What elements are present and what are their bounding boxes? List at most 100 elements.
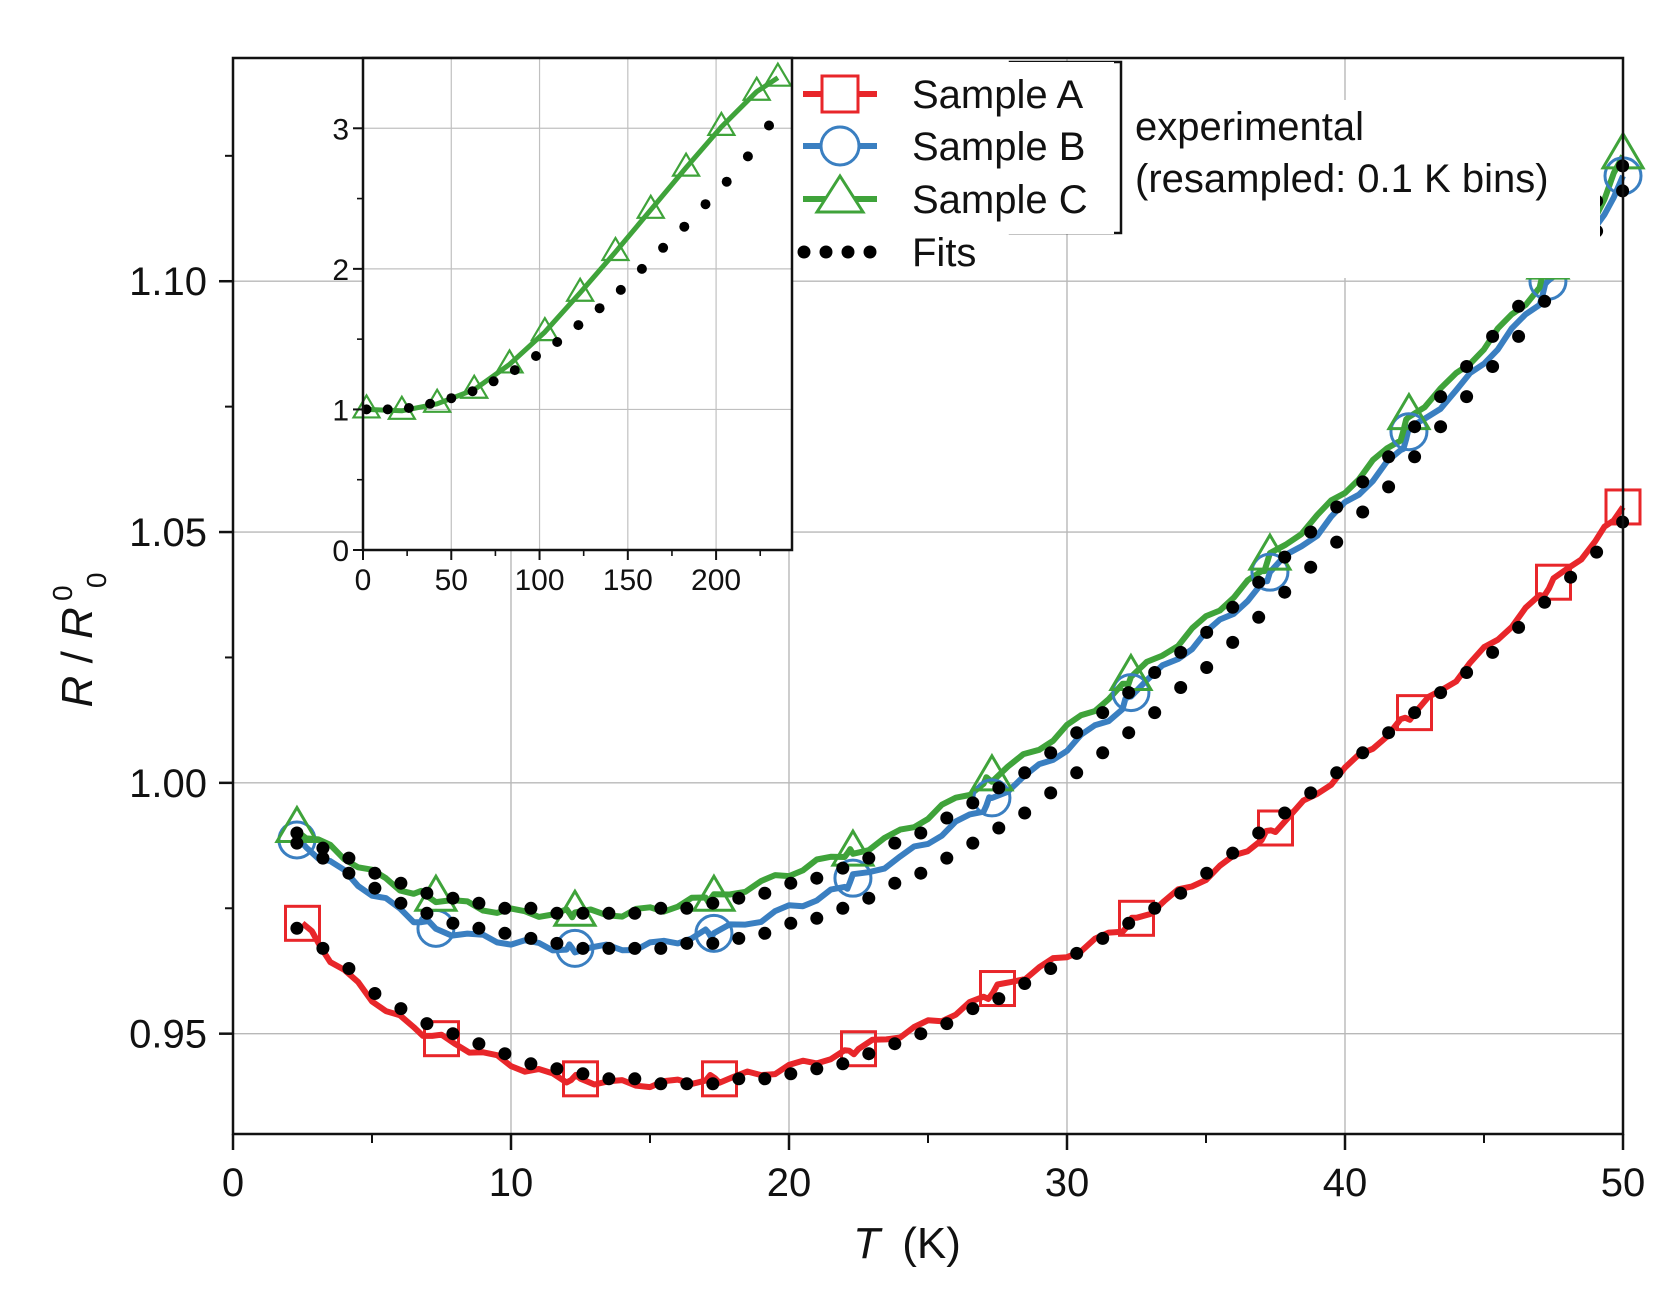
fit-point-a [628, 1072, 642, 1086]
y-tick-label: 1.00 [129, 762, 207, 806]
fit-point-a [550, 1062, 564, 1076]
fit-point-b [368, 881, 382, 895]
fit-point-b [498, 926, 512, 940]
inset-marker-triangle [351, 393, 382, 419]
marker-square [840, 1030, 877, 1068]
fit-point-b [1538, 294, 1552, 308]
fit-point-b [550, 936, 564, 950]
inset-y-tick-label: 1 [332, 394, 349, 427]
fit-point-c [914, 826, 928, 840]
fit-point-c [472, 896, 486, 910]
fit-point-b [680, 936, 694, 950]
fit-point-b [706, 936, 720, 950]
fit-point-b [810, 911, 824, 925]
fit-point-c [966, 796, 980, 810]
fit-point-b [1252, 610, 1266, 624]
y-tick-label: 0.95 [129, 1013, 207, 1057]
y-axis-title-subscript: 0 [81, 573, 112, 589]
inset-fit-point [615, 284, 626, 295]
fit-point-c [1096, 706, 1110, 720]
marker-circle [694, 913, 734, 953]
x-tick-label: 50 [1601, 1161, 1646, 1205]
inset-grid [363, 58, 792, 550]
fit-point-b [524, 931, 538, 945]
inset-fit-point [531, 351, 541, 361]
inset-fit-point [594, 303, 605, 314]
fit-point-c [602, 906, 616, 920]
x-tick-label: 40 [1323, 1161, 1368, 1205]
fit-point-b [966, 836, 980, 850]
fit-point-a [1148, 901, 1162, 915]
series-line-sample-a [300, 505, 1626, 1091]
fit-point-c [836, 861, 850, 875]
fit-point-c [1434, 390, 1448, 404]
inset-x-tick-label: 50 [435, 564, 468, 597]
x-axis-title: T (K) [853, 1219, 961, 1268]
main-series-layer [274, 130, 1646, 1098]
fit-point-b [888, 876, 902, 890]
fit-point-a [888, 1037, 902, 1051]
inset-fit-point [425, 398, 436, 409]
fit-point-a [1408, 706, 1422, 720]
fit-point-a [966, 1002, 980, 1016]
x-tick-label: 0 [222, 1161, 244, 1205]
fit-point-a [810, 1062, 824, 1076]
fit-point-c [992, 781, 1006, 795]
fit-point-b [316, 851, 330, 865]
annotation-line-1: experimental [1135, 105, 1364, 149]
fit-point-a [680, 1077, 694, 1091]
fit-point-b [1200, 661, 1214, 674]
inset-fit-point [446, 393, 457, 404]
inset-background [363, 58, 792, 550]
fit-point-a [342, 962, 356, 975]
marker-square [423, 1020, 460, 1058]
legend-label-sample-b: Sample B [912, 125, 1085, 169]
fit-point-a [1122, 916, 1136, 930]
inset-marker-triangle [762, 61, 793, 87]
legend-entry-sample-a: Sample A [803, 73, 1084, 117]
fit-point-c [290, 826, 304, 840]
fit-point-c [1252, 575, 1266, 589]
fit-point-a [706, 1077, 720, 1091]
inset-fit-point [764, 120, 774, 131]
fit-point-c [810, 871, 824, 885]
fit-point-a [1382, 726, 1396, 740]
marker-square [1118, 899, 1155, 937]
fit-point-b [1434, 420, 1448, 434]
inset-fit-point [403, 403, 414, 413]
fit-point-c [680, 901, 694, 915]
fit-point-a [1590, 545, 1604, 559]
legend-dot [863, 245, 877, 259]
marker-square [562, 1060, 599, 1098]
fit-point-c [1304, 525, 1318, 539]
legend-marker-circle [819, 125, 861, 167]
fit-point-a [1226, 846, 1240, 860]
fit-point-c [342, 851, 356, 865]
fit-point-a [1200, 866, 1214, 880]
marker-triangle [1247, 532, 1293, 571]
inset-series-line-sample-c [366, 75, 780, 414]
fit-point-a [394, 1002, 408, 1016]
inset-marker-triangle [600, 235, 631, 262]
inset-fit-point [679, 221, 690, 232]
fit-point-b [1122, 726, 1136, 740]
fit-point-a [940, 1017, 954, 1031]
fit-point-b [472, 921, 486, 935]
legend-entry-fits: Fits [797, 231, 976, 275]
inset-y-tick-label: 0 [332, 535, 349, 568]
fit-point-a [914, 1027, 928, 1041]
fit-point-a [1252, 826, 1266, 840]
fit-point-b [576, 941, 590, 955]
fit-point-c [862, 851, 876, 865]
inset-marker-triangle [635, 193, 666, 219]
marker-triangle [691, 873, 737, 912]
legend-dot [819, 245, 833, 259]
fit-point-a [290, 921, 304, 935]
fit-point-b [1408, 450, 1422, 464]
inset-fit-point [382, 404, 393, 415]
fit-point-b [836, 901, 850, 915]
fit-point-a [602, 1072, 616, 1086]
fit-point-c [1408, 420, 1422, 434]
fit-point-a [1486, 645, 1500, 659]
fit-point-a [1356, 746, 1370, 760]
